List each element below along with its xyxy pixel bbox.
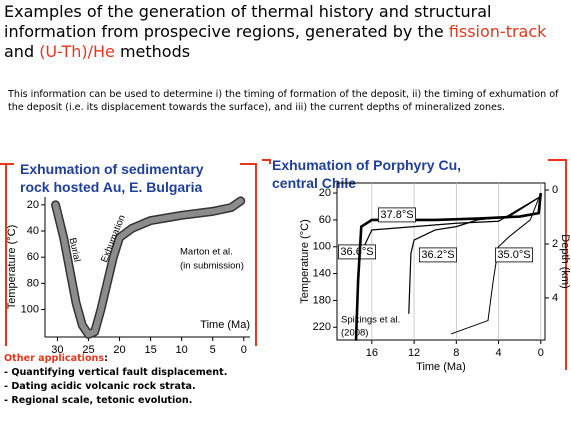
y2-tick-label: 4 — [552, 292, 558, 304]
series-label-box — [378, 207, 416, 223]
series-label-box — [419, 247, 457, 263]
y-tick-label: 100 — [313, 241, 331, 253]
y2-tick-label: 0 — [552, 184, 558, 196]
y-tick-label: 20 — [27, 199, 39, 211]
chart-title: Exhumation of sedimentary rock hosted Au,… — [20, 161, 204, 195]
frame-line — [262, 159, 271, 164]
y-tick-label: 180 — [313, 294, 331, 306]
y-tick-label: 220 — [313, 321, 331, 333]
y2-axis-label: Depth (km) — [559, 234, 571, 288]
y-tick-label: 60 — [319, 214, 331, 226]
y-tick-label: 100 — [21, 303, 39, 315]
app-item: - Dating acidic volcanic rock strata. — [4, 381, 196, 392]
data-line — [450, 192, 542, 335]
y-tick-label: 140 — [313, 267, 331, 279]
apps-heading: Other applications: — [4, 352, 227, 366]
series-label: 36.6°S — [340, 246, 373, 258]
frame — [0, 159, 567, 370]
x-tick-label: 10 — [176, 344, 188, 356]
x-tick-label: 4 — [495, 347, 501, 359]
title-text: (U-Th)/He — [39, 42, 115, 61]
series-label-box — [338, 244, 376, 260]
x-tick-label: 15 — [144, 344, 156, 356]
x-tick-label: 0 — [538, 347, 544, 359]
other-applications: Other applications: - Quantifying vertic… — [4, 352, 227, 408]
frame-line — [240, 163, 257, 346]
y-tick-label: 60 — [27, 251, 39, 263]
intro: This information can be used to determin… — [8, 89, 559, 113]
annotation: (in submission) — [180, 261, 244, 272]
app-item: - Quantifying vertical fault displacemen… — [4, 367, 228, 378]
series-label-box — [495, 247, 533, 263]
chart-title: Exhumation of Porphyry Cu, central Chile — [272, 157, 461, 191]
slide-title: Examples of the generation of thermal hi… — [4, 2, 564, 62]
frame-line — [548, 159, 567, 370]
annotation: Marton et al. — [180, 247, 233, 258]
app-item: - Regional scale, tetonic evolution. — [4, 395, 193, 406]
data-line — [52, 197, 244, 338]
x-tick-label: 12 — [408, 347, 420, 359]
y-axis-label: Temperature (°C) — [6, 225, 18, 309]
y-axis-label: Temperature (°C) — [299, 219, 311, 303]
heading-text: Other applications — [4, 353, 105, 364]
y-tick-label: 40 — [27, 225, 39, 237]
title-text: Examples of the generation of thermal hi… — [4, 2, 492, 41]
x-tick-label: 30 — [51, 344, 63, 356]
series-label: 35.0°S — [497, 249, 530, 261]
x-axis-label: Time (Ma) — [416, 361, 466, 373]
x-tick-label: 8 — [453, 347, 459, 359]
title-text: fission-track — [448, 22, 547, 41]
x-tick-label: 16 — [366, 347, 378, 359]
y-tick-label: 80 — [27, 277, 39, 289]
x-axis-label: Time (Ma) — [200, 319, 250, 331]
heading-text: : — [104, 353, 108, 364]
y2-tick-label: 2 — [552, 238, 558, 250]
x-tick-label: 20 — [113, 344, 125, 356]
x-tick-label: 5 — [210, 344, 216, 356]
title-text: methods — [114, 42, 191, 61]
title-text: and — [4, 42, 40, 61]
series-label: 37.8°S — [380, 209, 413, 221]
series-label: 36.2°S — [421, 249, 454, 261]
x-tick-label: 25 — [82, 344, 94, 356]
x-tick-label: 0 — [241, 344, 247, 356]
annotation: (2008) — [341, 328, 368, 339]
annotation: Burial — [67, 237, 83, 263]
plot-frame — [336, 182, 546, 341]
data-line — [408, 195, 542, 314]
annotation: Spikings et al. — [341, 315, 400, 326]
y-tick-label: 20 — [319, 187, 331, 199]
